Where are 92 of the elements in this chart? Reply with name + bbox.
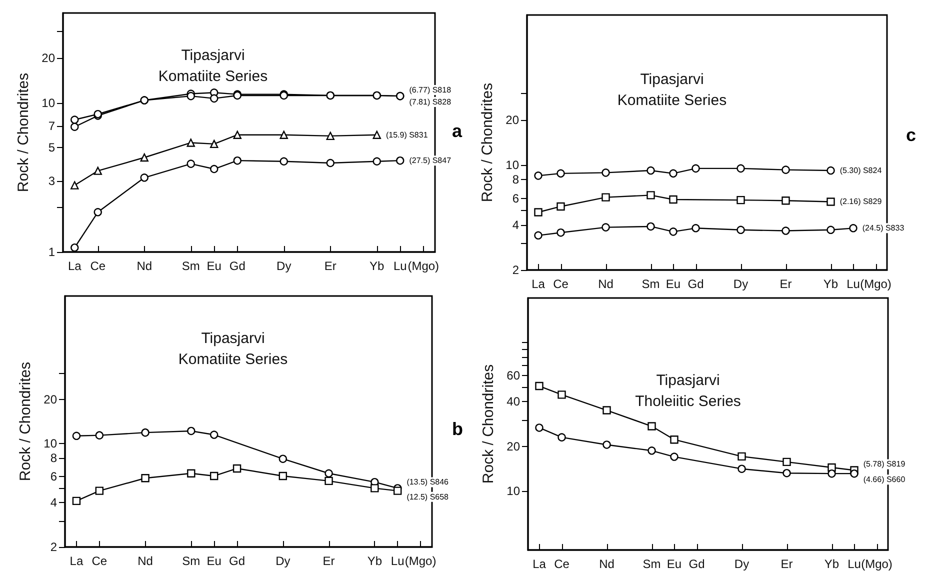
- x-tick-label: Ce: [92, 554, 108, 568]
- x-tick-label: Gd: [229, 259, 246, 273]
- series-label: (6.77) S818: [409, 86, 452, 95]
- text: a: [452, 121, 463, 141]
- y-tick-label: 6: [50, 470, 58, 484]
- y-tick-label: 2: [50, 540, 58, 554]
- x-tick-label: (Mgo): [861, 557, 892, 571]
- x-tick-label: Lu: [390, 554, 404, 568]
- x-tick-label: Ce: [90, 259, 106, 273]
- x-tick-label: Er: [322, 554, 335, 568]
- y-tick-label: 20: [44, 392, 58, 406]
- x-tick-label: Sm: [642, 557, 661, 571]
- x-tick-label: Yb: [824, 557, 840, 571]
- y-tick-label: 8: [512, 172, 520, 187]
- text: Tipasjarvi: [640, 71, 704, 88]
- text: b: [452, 419, 463, 439]
- y-tick-label: 20: [42, 50, 56, 65]
- text: Komatiite Series: [178, 351, 288, 368]
- x-tick-label: Nd: [599, 557, 614, 571]
- y-tick-label: 10: [506, 484, 520, 498]
- y-axis-title: Rock / Chondrites: [480, 364, 497, 484]
- x-tick-label: Sm: [182, 554, 200, 568]
- x-tick-label: La: [532, 277, 546, 291]
- x-tick-label: Er: [324, 259, 336, 273]
- series-label: (5.30) S824: [840, 166, 882, 176]
- x-tick-label: Sm: [642, 277, 660, 291]
- series-label: (24.5) S833: [862, 224, 905, 233]
- y-tick-label: 10: [44, 436, 58, 451]
- x-tick-label: Eu: [206, 554, 222, 568]
- series-label: (2.16) S829: [840, 197, 882, 206]
- y-tick-label: 5: [48, 140, 56, 155]
- x-tick-label: Gd: [688, 557, 705, 571]
- x-tick-label: Dy: [733, 277, 748, 291]
- y-tick-label: 8: [50, 451, 58, 466]
- series-label: (13.5) S846: [406, 478, 450, 487]
- x-tick-label: Dy: [734, 557, 750, 571]
- y-tick-label: 20: [506, 112, 520, 127]
- text: Komatiite Series: [158, 68, 268, 85]
- x-tick-label: Eu: [666, 557, 682, 571]
- y-tick-label: 6: [512, 191, 520, 206]
- y-tick-label: 4: [50, 496, 58, 510]
- x-tick-label: Yb: [370, 259, 385, 273]
- y-axis-title: Rock / Chondrites: [478, 82, 496, 202]
- x-tick-label: Nd: [136, 259, 152, 273]
- x-tick-label: Ce: [554, 557, 570, 571]
- x-tick-label: Lu: [393, 259, 407, 273]
- x-tick-label: Lu: [846, 277, 860, 291]
- x-tick-label: Dy: [276, 554, 290, 568]
- series-label: (12.5) S658: [406, 492, 450, 502]
- series-label: (7.81) S828: [409, 98, 452, 107]
- text: Tholeiitic Series: [635, 393, 741, 410]
- x-tick-label: Eu: [206, 259, 222, 273]
- y-tick-label: 3: [48, 174, 56, 188]
- x-tick-label: Ce: [553, 277, 569, 291]
- y-tick-label: 2: [512, 263, 520, 277]
- y-tick-label: 60: [506, 368, 520, 383]
- x-tick-label: La: [70, 554, 84, 568]
- x-tick-label: Sm: [182, 259, 200, 273]
- x-tick-label: Er: [780, 557, 793, 571]
- x-tick-label: Nd: [598, 277, 614, 291]
- y-tick-label: 1: [48, 245, 56, 259]
- series-label: (15.9) S831: [386, 130, 428, 140]
- x-tick-label: La: [68, 259, 82, 273]
- y-axis-title: Rock / Chondrites: [14, 72, 32, 192]
- x-tick-label: Lu: [848, 557, 861, 571]
- x-tick-label: Eu: [666, 277, 681, 291]
- text: Tipasjarvi: [201, 330, 265, 347]
- text: Tipasjarvi: [181, 47, 245, 64]
- y-tick-label: 40: [506, 394, 520, 409]
- x-tick-label: La: [532, 557, 546, 571]
- x-tick-label: Er: [780, 277, 792, 291]
- y-tick-label: 10: [42, 96, 56, 110]
- x-tick-label: Gd: [688, 277, 704, 291]
- series-label: (4.66) S660: [863, 475, 906, 484]
- text: c: [906, 125, 916, 145]
- y-tick-label: 20: [506, 439, 520, 454]
- x-tick-label: Yb: [823, 277, 838, 291]
- series-label: (27.5) S847: [409, 156, 452, 166]
- x-tick-label: (Mgo): [404, 554, 436, 568]
- x-tick-label: (Mgo): [860, 277, 892, 291]
- y-axis-title: Rock / Chondrites: [16, 362, 34, 482]
- y-tick-label: 7: [48, 118, 56, 133]
- y-tick-label: 10: [506, 158, 520, 172]
- text: Tipasjarvi: [656, 372, 720, 389]
- x-tick-label: Dy: [276, 259, 292, 273]
- y-tick-label: 4: [512, 218, 520, 232]
- x-tick-label: Yb: [367, 554, 382, 568]
- x-tick-label: Gd: [229, 554, 246, 568]
- x-tick-label: (Mgo): [408, 259, 440, 273]
- text: Komatiite Series: [617, 92, 727, 109]
- series-label: (5.78) S819: [863, 460, 906, 469]
- x-tick-label: Nd: [138, 554, 153, 568]
